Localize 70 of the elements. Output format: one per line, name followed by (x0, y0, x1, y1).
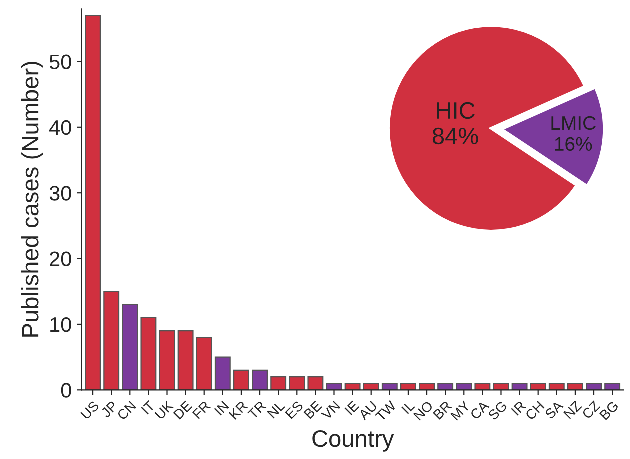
x-axis-title: Country (312, 430, 394, 452)
bar (512, 383, 528, 390)
data-label: 16% (555, 137, 592, 152)
y-tick-label: 10 (50, 317, 72, 332)
x-tick-label: IN (214, 401, 230, 416)
x-tick-label: UK (154, 400, 174, 420)
bar (159, 330, 176, 390)
x-tick-label: IE (344, 400, 360, 416)
x-tick-label: NZ (564, 400, 582, 420)
y-tick-label: 30 (50, 186, 72, 201)
x-tick-label: US (80, 400, 100, 420)
slice-label: LMIC (552, 116, 596, 130)
y-tick-label: 50 (50, 54, 72, 70)
bar (567, 383, 584, 390)
y-tick-label: 20 (50, 252, 72, 267)
x-tick-label: CZ (582, 400, 601, 420)
data-label: 84% (432, 128, 478, 145)
x-tick-label: BE (304, 400, 322, 420)
x-tick-label: IL (402, 400, 416, 414)
bar (104, 291, 120, 390)
bar (604, 383, 621, 390)
bar (178, 330, 194, 390)
slice-label: HIC (437, 102, 475, 120)
x-tick-label: AU (358, 400, 378, 421)
bar (548, 383, 565, 390)
bar (85, 15, 102, 390)
y-tick-label: 0 (61, 383, 72, 398)
x-tick-label: IR (511, 400, 526, 416)
x-tick-label: MY (450, 400, 472, 421)
x-tick-label: VN (321, 401, 341, 421)
bar (456, 383, 472, 390)
x-tick-label: FR (192, 400, 212, 420)
bar (344, 383, 361, 390)
bar (400, 383, 416, 390)
bar (289, 376, 306, 390)
bar (122, 304, 138, 390)
x-tick-label: JP (100, 400, 118, 418)
bar (252, 370, 268, 390)
bar (308, 376, 324, 390)
bar (382, 383, 398, 390)
x-tick-label: KR (228, 400, 248, 420)
bar (233, 370, 250, 390)
x-tick-label: BG (599, 400, 620, 420)
bar (270, 376, 287, 390)
bar (493, 383, 510, 390)
x-tick-label: NL (267, 400, 286, 419)
y-tick-label: 40 (49, 120, 72, 136)
x-tick-label: SG (488, 400, 508, 421)
bar (363, 383, 380, 390)
bar (586, 383, 602, 390)
x-tick-label: TW (375, 400, 397, 422)
bar (140, 317, 157, 390)
x-tick-label: NO (413, 400, 434, 422)
y-axis-title: Published cases (Number) (21, 62, 44, 337)
bar (419, 383, 435, 390)
x-tick-label: CN (116, 400, 137, 421)
bar (438, 383, 454, 390)
x-tick-label: IT (141, 400, 156, 415)
x-tick-label: BR (433, 400, 452, 420)
bar (474, 383, 491, 390)
x-tick-label: TR (248, 400, 267, 420)
x-tick-label: DE (173, 400, 192, 420)
x-tick-label: CH (524, 400, 545, 421)
bar (530, 383, 546, 390)
x-tick-label: ES (285, 400, 304, 420)
bar (326, 383, 342, 390)
bar (214, 356, 231, 390)
x-tick-label: CA (470, 400, 490, 420)
bar (196, 337, 212, 390)
x-tick-label: SA (544, 400, 564, 420)
